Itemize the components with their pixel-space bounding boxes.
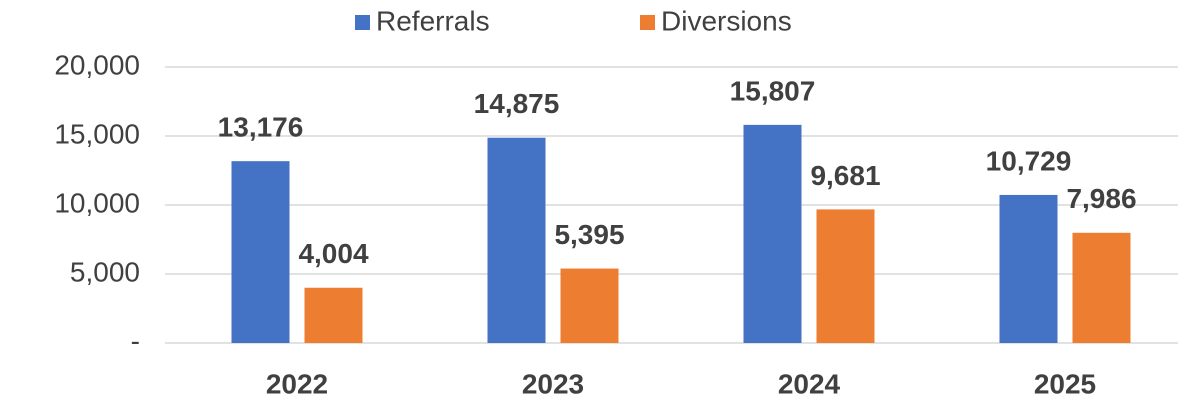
data-label: 7,986 <box>1066 183 1136 214</box>
bar <box>304 287 363 343</box>
x-tick-label: 2024 <box>778 368 841 399</box>
legend-swatch <box>640 15 655 30</box>
bar <box>743 124 802 343</box>
data-label: 13,176 <box>218 112 304 143</box>
data-label: 5,395 <box>554 219 624 250</box>
y-tick-label: 10,000 <box>54 187 140 218</box>
bar <box>487 137 546 343</box>
data-label: 4,004 <box>298 238 368 269</box>
y-tick-label: 5,000 <box>70 256 140 287</box>
x-tick-label: 2025 <box>1034 368 1096 399</box>
bar <box>1072 232 1131 343</box>
bar <box>999 194 1058 343</box>
data-label: 10,729 <box>986 145 1072 176</box>
bar <box>231 161 290 343</box>
y-tick-label: 20,000 <box>54 49 140 80</box>
bar <box>816 209 875 343</box>
legend-swatch <box>355 15 370 30</box>
y-tick-label: - <box>131 325 140 356</box>
data-label: 15,807 <box>730 75 816 106</box>
x-tick-label: 2023 <box>522 368 584 399</box>
legend-label: Diversions <box>661 5 792 36</box>
x-tick-label: 2022 <box>266 368 328 399</box>
y-tick-label: 15,000 <box>54 118 140 149</box>
data-label: 14,875 <box>474 88 560 119</box>
data-label: 9,681 <box>810 160 880 191</box>
legend-label: Referrals <box>376 5 490 36</box>
bar <box>560 268 619 343</box>
